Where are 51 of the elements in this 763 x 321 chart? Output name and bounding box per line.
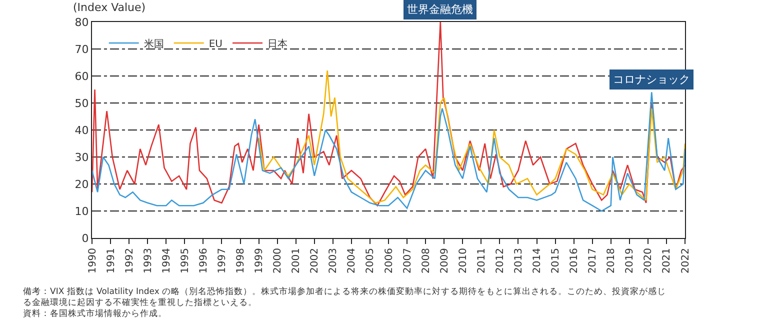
x-tick-label: 2003 — [328, 248, 340, 274]
annotation: 世界金融危機 — [407, 3, 473, 16]
x-tick-label: 2004 — [346, 248, 358, 274]
y-tick-label: 50 — [74, 96, 89, 110]
legend-label: 日本 — [268, 38, 288, 50]
legend-label: EU — [208, 38, 222, 50]
x-tick-label: 2010 — [458, 248, 469, 274]
x-tick-label: 2016 — [569, 248, 580, 274]
x-tick-label: 2005 — [365, 248, 376, 274]
y-tick-label: 20 — [74, 178, 89, 191]
line-series — [92, 92, 685, 212]
x-tick-label: 2019 — [624, 248, 636, 274]
x-tick-label: 1992 — [124, 248, 136, 274]
x-tick-label: 2012 — [494, 248, 506, 274]
x-tick-label: 1998 — [236, 248, 246, 274]
x-tick-label: 2021 — [662, 248, 673, 274]
x-tick-label: 2000 — [272, 248, 284, 274]
y-tick-label: 0 — [82, 232, 89, 245]
x-tick-label: 1994 — [161, 248, 172, 274]
x-tick-label: 2017 — [588, 248, 599, 274]
x-tick-label: 2020 — [643, 248, 654, 274]
x-tick-label: 1995 — [180, 248, 191, 274]
x-tick-label: 2015 — [550, 248, 562, 274]
x-tick-label: 2011 — [476, 248, 488, 274]
x-tick-label: 2018 — [606, 248, 618, 274]
annotation: コロナショック — [613, 73, 690, 86]
x-tick-label: 2001 — [291, 248, 302, 274]
x-tick-label: 2002 — [310, 248, 321, 274]
legend-label: 米国 — [144, 38, 164, 50]
x-tick-label: 2013 — [513, 248, 524, 274]
text: 備考：VIX 指数は Volatility Index の略（別名恐怖指数）。株式市場参加者による将来の株価変動率に対する期待をもとに算出される。このため、投資家が感じる金融環境に起因する不確実性を重視した指標といえる。 — [23, 286, 666, 308]
y-tick-label: 40 — [74, 124, 89, 137]
x-tick-label: 2022 — [680, 248, 692, 274]
y-axis-title: (Index Value) — [73, 1, 146, 14]
y-tick-label: 70 — [74, 42, 89, 56]
text: 資料：各国株式市場情報から作成。 — [23, 308, 167, 319]
x-tick-label: 2006 — [384, 248, 395, 274]
y-tick-label: 60 — [74, 70, 89, 83]
x-tick-label: 1997 — [216, 248, 228, 274]
x-tick-label: 2007 — [402, 248, 414, 274]
x-tick-label: 1991 — [106, 248, 117, 274]
y-tick-label: 30 — [74, 150, 89, 164]
y-tick-label: 10 — [74, 204, 89, 218]
x-tick-label: 2008 — [420, 248, 432, 274]
x-tick-label: 2014 — [532, 248, 543, 274]
x-tick-label: 1996 — [198, 248, 210, 274]
y-tick-label: 80 — [74, 16, 89, 29]
x-tick-label: 1999 — [254, 248, 266, 274]
x-tick-label: 1993 — [142, 248, 154, 274]
x-tick-label: 1990 — [87, 248, 98, 274]
x-tick-label: 2009 — [439, 248, 450, 274]
